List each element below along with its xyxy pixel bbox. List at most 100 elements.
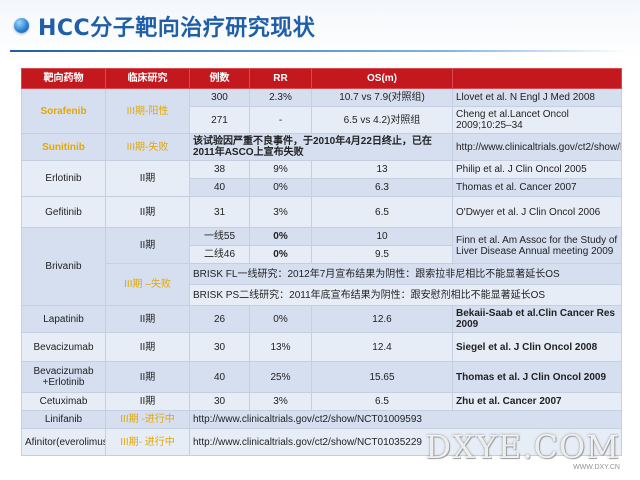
os-cell: 10: [311, 227, 453, 246]
cases-cell: 300: [189, 88, 250, 107]
ref-cell: Thomas et al. Cancer 2007: [452, 178, 622, 197]
rr-cell: 3%: [249, 196, 312, 228]
hcc-trials-table: 靶向药物 临床研究 例数 RR OS(m) Sorafenib III期-阳性 …: [21, 68, 622, 456]
rr-cell: 2.3%: [249, 88, 312, 107]
os-cell: 10.7 vs 7.9(对照组): [311, 88, 453, 107]
ref-cell: O'Dwyer et al. J Clin Oncol 2006: [452, 196, 622, 228]
rr-cell: 25%: [249, 361, 312, 393]
rr-cell: 0%: [249, 245, 312, 264]
phase-cell: III期-失败: [105, 133, 190, 161]
table-row: 二线46 0% 9.5: [22, 245, 622, 264]
header-cases: 例数: [189, 68, 250, 89]
os-cell: 9.5: [311, 245, 453, 264]
os-cell: 12.6: [311, 305, 453, 333]
table-row: Brivanib II期 一线55 0% 10 Finn et al. Am A…: [21, 227, 622, 306]
cases-cell: 30: [189, 392, 250, 411]
ref-cell: Finn et al. Am Assoc for the Study of Li…: [452, 227, 622, 264]
table-row: Afinitor(everolimus) III期- 进行中 http://ww…: [21, 428, 622, 456]
header-ref: [452, 68, 622, 89]
ref-cell: Cheng et al.Lancet Oncol 2009;10:25–34: [452, 106, 622, 134]
os-cell: 6.5: [311, 196, 453, 228]
os-cell: 13: [311, 160, 453, 179]
cases-cell: 38: [189, 160, 250, 179]
cases-cell: 271: [189, 106, 250, 134]
drug-cell: Erlotinib: [21, 160, 106, 197]
phase-cell: II期: [105, 196, 190, 228]
rr-cell: 9%: [249, 160, 312, 179]
table-row: Bevacizumab +Erlotinib II期 40 25% 15.65 …: [21, 361, 622, 393]
watermark-logo: DXYE.COM: [425, 428, 620, 466]
drug-cell: Afinitor(everolimus): [21, 428, 106, 456]
table-row: Bevacizumab II期 30 13% 12.4 Siegel et al…: [21, 332, 622, 362]
table-row: Gefitinib II期 31 3% 6.5 O'Dwyer et al. J…: [21, 196, 622, 228]
table-row: Erlotinib II期 38 9% 13 Philip et al. J C…: [21, 160, 622, 197]
table-row: 271 - 6.5 vs 4.2)对照组 Cheng et al.Lancet …: [22, 106, 622, 134]
os-cell: 6.3: [311, 178, 453, 197]
table-row: Lapatinib II期 26 0% 12.6 Bekaii-Saab et …: [21, 305, 622, 333]
rr-cell: 0%: [249, 178, 312, 197]
table-row: Linifanib III期 -进行中 http://www.clinicalt…: [21, 410, 622, 429]
title-bar: HCC分子靶向治疗研究现状: [0, 0, 640, 56]
note-cell: 该试验因严重不良事件，于2010年4月22日终止，已在2011年ASCO上宣布失…: [189, 133, 453, 161]
ref-cell: Zhu et al. Cancer 2007: [452, 392, 622, 411]
cases-cell: 26: [189, 305, 250, 333]
cases-cell: 31: [189, 196, 250, 228]
page-title: HCC分子靶向治疗研究现状: [38, 16, 316, 41]
header-os: OS(m): [311, 68, 453, 89]
table-row: III期 –失败 BRISK FL一线研究：2012年7月宣布结果为阴性：跟索拉…: [22, 263, 622, 306]
os-cell: 6.5 vs 4.2)对照组: [311, 106, 453, 134]
note-cell: BRISK PS二线研究：2011年底宣布结果为阴性：跟安慰剂相比不能显著延长O…: [189, 284, 622, 306]
drug-cell: Lapatinib: [21, 305, 106, 333]
link-cell[interactable]: http://www.clinicaltrials.gov/ct2/show/N…: [189, 428, 622, 456]
title-underline: [10, 50, 630, 52]
drug-cell: Brivanib: [21, 227, 106, 306]
drug-cell: Cetuximab: [21, 392, 106, 411]
os-cell: 15.65: [311, 361, 453, 393]
phase-cell: II期: [105, 332, 190, 362]
watermark-url: WWW.DXY.CN: [573, 464, 620, 471]
phase-cell: III期-阳性: [105, 88, 190, 134]
drug-cell: Gefitinib: [21, 196, 106, 228]
rr-cell: 0%: [249, 305, 312, 333]
drug-cell: Bevacizumab: [21, 332, 106, 362]
link-cell[interactable]: http://www.clinicaltrials.gov/ct2/show/N…: [189, 410, 622, 429]
drug-cell: Bevacizumab +Erlotinib: [21, 361, 106, 393]
drug-cell: Sunitinib: [21, 133, 106, 161]
rr-cell: 3%: [249, 392, 312, 411]
phase-cell: III期- 进行中: [105, 428, 190, 456]
ref-cell: Siegel et al. J Clin Oncol 2008: [452, 332, 622, 362]
header-rr: RR: [249, 68, 312, 89]
table-row: Sorafenib III期-阳性 300 2.3% 10.7 vs 7.9(对…: [21, 88, 622, 134]
phase-cell: II期: [105, 392, 190, 411]
rr-cell: 13%: [249, 332, 312, 362]
cases-cell: 二线46: [189, 245, 250, 264]
ref-cell: Thomas et al. J Clin Oncol 2009: [452, 361, 622, 393]
table-row: Sunitinib III期-失败 该试验因严重不良事件，于2010年4月22日…: [21, 133, 622, 161]
note-cell: BRISK FL一线研究：2012年7月宣布结果为阴性：跟索拉非尼相比不能显著延…: [189, 263, 622, 285]
table-header-row: 靶向药物 临床研究 例数 RR OS(m): [21, 68, 622, 89]
os-cell: 12.4: [311, 332, 453, 362]
phase-cell: II期: [105, 305, 190, 333]
phase-cell: II期: [105, 361, 190, 393]
cases-cell: 30: [189, 332, 250, 362]
table-row: BRISK PS二线研究：2011年底宣布结果为阴性：跟安慰剂相比不能显著延长O…: [22, 284, 622, 306]
ref-cell: http://www.clinicaltrials.gov/ct2/show/N…: [452, 133, 622, 161]
phase-cell: II期: [105, 227, 190, 264]
phase-cell: III期 –失败: [105, 263, 190, 306]
os-cell: 6.5: [311, 392, 453, 411]
header-drug: 靶向药物: [21, 68, 106, 89]
cases-cell: 40: [189, 361, 250, 393]
ref-cell: Philip et al. J Clin Oncol 2005: [452, 160, 622, 179]
cases-cell: 40: [189, 178, 250, 197]
drug-cell: Sorafenib: [21, 88, 106, 134]
cases-cell: 一线55: [189, 227, 250, 246]
header-phase: 临床研究: [105, 68, 190, 89]
ref-cell: Bekaii-Saab et al.Clin Cancer Res 2009: [452, 305, 622, 333]
phase-cell: II期: [105, 160, 190, 197]
rr-cell: 0%: [249, 227, 312, 246]
table-row: Cetuximab II期 30 3% 6.5 Zhu et al. Cance…: [21, 392, 622, 411]
phase-cell: III期 -进行中: [105, 410, 190, 429]
table-row: 40 0% 6.3 Thomas et al. Cancer 2007: [22, 178, 622, 197]
ref-cell: Llovet et al. N Engl J Med 2008: [452, 88, 622, 107]
bullet-icon: [14, 18, 29, 33]
